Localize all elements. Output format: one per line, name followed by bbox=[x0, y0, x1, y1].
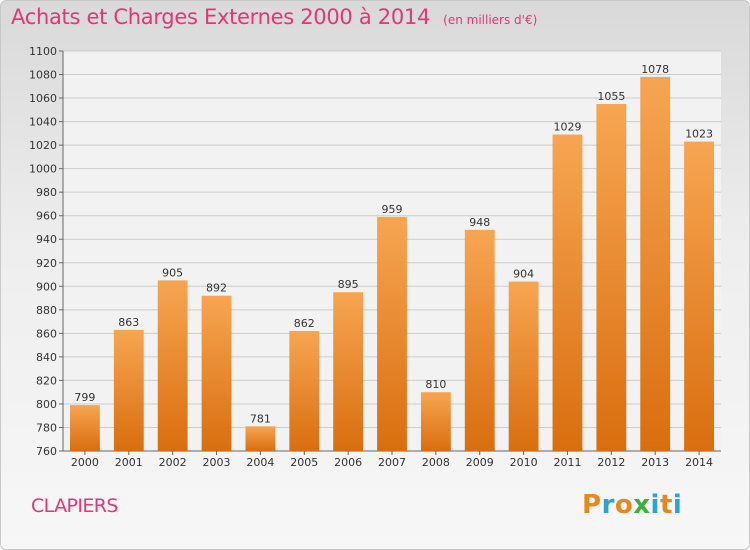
bar-2012 bbox=[596, 103, 627, 452]
y-tick-label: 880 bbox=[36, 304, 57, 317]
y-tick-label: 1060 bbox=[29, 92, 57, 105]
data-label: 1029 bbox=[553, 121, 581, 134]
bar-2007 bbox=[377, 216, 407, 451]
bar-2010 bbox=[508, 281, 539, 451]
bar-2002 bbox=[157, 280, 188, 451]
y-tick-label: 840 bbox=[36, 351, 57, 364]
data-label: 1023 bbox=[685, 128, 713, 141]
y-tick-label: 940 bbox=[36, 233, 57, 246]
y-tick-label: 1020 bbox=[29, 139, 57, 152]
bar-2014 bbox=[684, 141, 714, 451]
bar-2009 bbox=[464, 229, 495, 451]
x-tick-label: 2007 bbox=[378, 456, 406, 469]
data-label: 905 bbox=[162, 266, 183, 279]
y-tick-label: 1100 bbox=[29, 45, 57, 58]
logo-letter: t bbox=[659, 490, 673, 520]
title-row: Achats et Charges Externes 2000 à 2014 (… bbox=[11, 5, 537, 29]
y-tick-label: 1080 bbox=[29, 69, 57, 82]
bar-2013 bbox=[640, 76, 671, 451]
x-tick-label: 2000 bbox=[71, 456, 99, 469]
y-tick-label: 760 bbox=[36, 445, 57, 458]
x-tick-label: 2006 bbox=[334, 456, 362, 469]
y-tick-label: 980 bbox=[36, 186, 57, 199]
y-tick-label: 900 bbox=[36, 280, 57, 293]
logo-letter: o bbox=[614, 490, 634, 520]
bar-2011 bbox=[552, 134, 583, 451]
logo-letter: i bbox=[672, 490, 683, 520]
data-label: 862 bbox=[294, 317, 315, 330]
proxiti-logo: Proxiti bbox=[582, 490, 682, 520]
bar-2004 bbox=[245, 426, 276, 451]
x-tick-label: 2012 bbox=[597, 456, 625, 469]
x-tick-label: 2013 bbox=[641, 456, 669, 469]
bar-2003 bbox=[201, 295, 232, 451]
y-tick-label: 780 bbox=[36, 421, 57, 434]
x-tick-label: 2005 bbox=[290, 456, 318, 469]
data-label: 810 bbox=[425, 378, 446, 391]
x-tick-label: 2004 bbox=[246, 456, 274, 469]
x-tick-label: 2001 bbox=[115, 456, 143, 469]
commune-name: CLAPIERS bbox=[31, 495, 118, 517]
data-label: 781 bbox=[250, 412, 271, 425]
bar-2006 bbox=[333, 292, 364, 451]
chart-title: Achats et Charges Externes 2000 à 2014 bbox=[11, 5, 431, 29]
data-label: 892 bbox=[206, 282, 227, 295]
y-tick-label: 1000 bbox=[29, 163, 57, 176]
x-tick-label: 2002 bbox=[159, 456, 187, 469]
bar-2005 bbox=[289, 331, 320, 451]
y-tick-label: 960 bbox=[36, 210, 57, 223]
y-tick-label: 860 bbox=[36, 327, 57, 340]
x-tick-label: 2010 bbox=[510, 456, 538, 469]
data-label: 959 bbox=[382, 203, 403, 216]
data-label: 948 bbox=[469, 216, 490, 229]
data-label: 1055 bbox=[597, 90, 625, 103]
data-label: 799 bbox=[74, 391, 95, 404]
y-tick-label: 800 bbox=[36, 398, 57, 411]
bar-2008 bbox=[420, 392, 451, 451]
data-label: 1078 bbox=[641, 63, 669, 76]
data-label: 904 bbox=[513, 268, 534, 281]
data-label: 863 bbox=[118, 316, 139, 329]
data-label: 895 bbox=[338, 278, 359, 291]
x-tick-label: 2008 bbox=[422, 456, 450, 469]
bar-2000 bbox=[70, 405, 100, 451]
x-tick-label: 2014 bbox=[685, 456, 713, 469]
x-tick-label: 2009 bbox=[466, 456, 494, 469]
y-tick-label: 1040 bbox=[29, 116, 57, 129]
logo-letter: P bbox=[582, 490, 602, 520]
logo-letter: x bbox=[633, 490, 651, 520]
x-tick-label: 2003 bbox=[203, 456, 231, 469]
chart-subtitle: (en milliers d'€) bbox=[443, 13, 538, 27]
bar-2001 bbox=[113, 329, 144, 451]
logo-letter: i bbox=[650, 490, 660, 520]
y-tick-label: 820 bbox=[36, 374, 57, 387]
x-tick-label: 2011 bbox=[553, 456, 581, 469]
logo-letter: r bbox=[601, 490, 615, 520]
y-tick-label: 920 bbox=[36, 257, 57, 270]
